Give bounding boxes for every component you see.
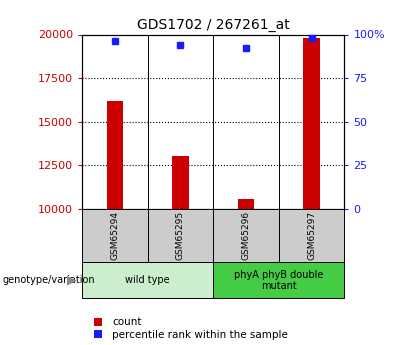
Bar [172,156,189,209]
Text: wild type: wild type [125,275,170,285]
Bar [107,101,123,209]
Bar [238,199,254,209]
Text: GSM65296: GSM65296 [241,211,250,260]
Title: GDS1702 / 267261_at: GDS1702 / 267261_at [137,18,289,32]
Text: GSM65295: GSM65295 [176,211,185,260]
Text: ▶: ▶ [67,274,76,287]
Text: genotype/variation: genotype/variation [2,275,95,285]
Text: GSM65294: GSM65294 [110,211,119,260]
Bar [303,38,320,209]
Legend: count, percentile rank within the sample: count, percentile rank within the sample [87,317,288,340]
Text: phyA phyB double
mutant: phyA phyB double mutant [234,269,323,291]
Text: GSM65297: GSM65297 [307,211,316,260]
